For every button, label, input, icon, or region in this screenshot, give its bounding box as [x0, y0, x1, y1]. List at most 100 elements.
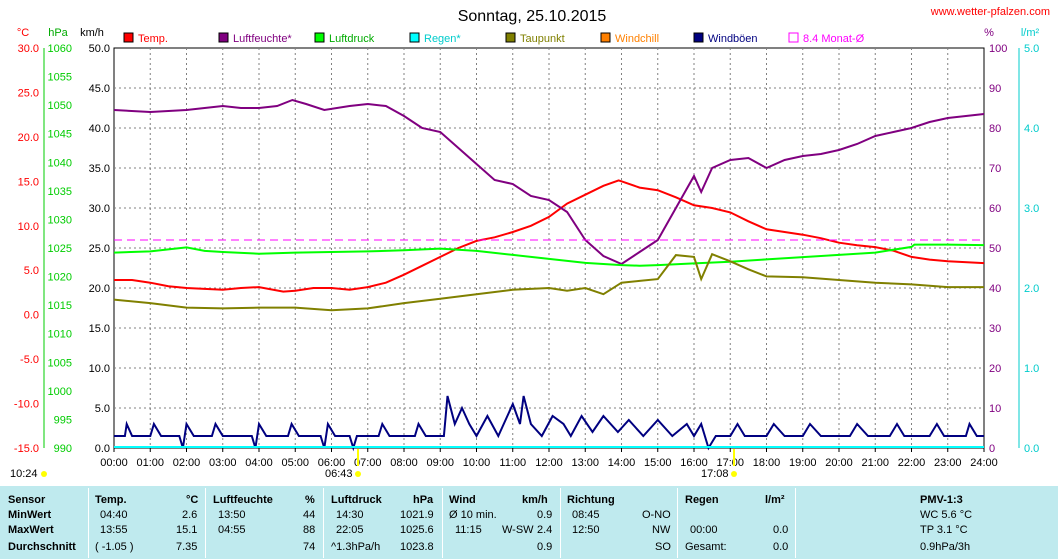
- humidity-tick-label: 60: [989, 203, 1001, 215]
- sunrise-time: 06:43: [325, 468, 353, 480]
- wind-max-time: 11:15: [455, 524, 482, 536]
- x-tick-label: 07:00: [354, 457, 382, 469]
- humidity-tick-label: 0: [989, 443, 995, 455]
- grid-lines: [114, 48, 984, 448]
- temperature-tick-label: -15.0: [14, 443, 39, 455]
- x-tick-label: 13:00: [571, 457, 599, 469]
- humidity-unit-label: %: [984, 27, 994, 39]
- x-tick-label: 04:00: [245, 457, 273, 469]
- row-label-sensor: Sensor: [8, 494, 46, 506]
- wind-tick-label: 25.0: [89, 243, 110, 255]
- tick-labels: 00:00 01:00 02:00 03:00 04:00 05:00 06:00 07:00…: [14, 43, 1039, 469]
- temperature-tick-label: 30.0: [18, 43, 39, 55]
- legend-swatch: [218, 32, 229, 43]
- hum-unit: %: [305, 494, 315, 506]
- temperature-tick-label: 20.0: [18, 132, 39, 144]
- legend-label: Luftdruck: [329, 33, 375, 45]
- legend-swatch: [505, 32, 516, 43]
- legend: Temp. Luftfeuchte* Luftdruck Regen* Taupunkt…: [123, 32, 865, 45]
- humidity-tick-label: 80: [989, 123, 1001, 135]
- x-tick-label: 09:00: [426, 457, 454, 469]
- sunset-time: 17:08: [701, 468, 729, 480]
- wind-tick-label: 10.0: [89, 363, 110, 375]
- humidity-tick-label: 40: [989, 283, 1001, 295]
- dir-min-time: 08:45: [572, 509, 600, 521]
- rain-max-time: 00:00: [690, 524, 718, 536]
- hum-avg-val: 74: [303, 541, 316, 553]
- x-tick-label: 18:00: [753, 457, 781, 469]
- x-tick-label: 05:00: [281, 457, 309, 469]
- wind-tick-label: 20.0: [89, 283, 110, 295]
- pressure-tick-label: 1020: [48, 272, 72, 284]
- series-layer: [113, 98, 985, 452]
- legend-label: Taupunkt: [520, 33, 565, 45]
- temp-unit-label: °C: [17, 27, 29, 39]
- series-line: [113, 252, 984, 312]
- humidity-tick-label: 50: [989, 243, 1001, 255]
- humidity-tick-label: 100: [989, 43, 1007, 55]
- divider: [795, 488, 796, 558]
- pressure-tick-label: 1060: [48, 43, 72, 55]
- wind-tick-label: 30.0: [89, 203, 110, 215]
- rain-tick-label: 5.0: [1024, 43, 1039, 55]
- press-avg-val: 1023.8: [400, 541, 434, 553]
- legend-label: Temp.: [138, 33, 168, 45]
- pressure-tick-label: 995: [54, 414, 72, 426]
- sunset-sun-icon: [731, 471, 737, 477]
- press-min-val: 1021.9: [400, 509, 434, 521]
- series-line: [113, 98, 985, 266]
- x-tick-label: 24:00: [970, 457, 998, 469]
- x-tick-label: 11:00: [499, 457, 526, 469]
- temperature-tick-label: 0.0: [24, 310, 39, 322]
- rain-unit: l/m²: [765, 494, 785, 506]
- hum-head: Luftfeuchte: [213, 494, 273, 506]
- x-tick-label: 01:00: [136, 457, 164, 469]
- x-tick-label: 08:00: [390, 457, 418, 469]
- dir-min-val: O-NO: [642, 509, 671, 521]
- hum-min-val: 44: [303, 509, 316, 521]
- x-tick-label: 10:00: [463, 457, 491, 469]
- x-tick-label: 16:00: [680, 457, 708, 469]
- temperature-tick-label: 5.0: [24, 265, 39, 277]
- humidity-tick-label: 70: [989, 163, 1001, 175]
- pressure-tick-label: 1000: [48, 386, 72, 398]
- temp-min-val: 2.6: [182, 509, 198, 521]
- humidity-tick-label: 20: [989, 363, 1001, 375]
- legend-label: 8.4 Monat-Ø: [803, 33, 865, 45]
- x-tick-label: 06:00: [318, 457, 346, 469]
- wind-min-note: Ø 10 min.: [449, 509, 497, 521]
- rain-avg-note: Gesamt:: [685, 541, 727, 553]
- press-head: Luftdruck: [331, 494, 382, 506]
- wind-unit-label: km/h: [80, 27, 104, 39]
- dir-max-val: NW: [652, 524, 671, 536]
- temp-max-time: 13:55: [100, 524, 128, 536]
- x-tick-label: 22:00: [898, 457, 926, 469]
- pressure-tick-label: 1035: [48, 186, 72, 198]
- divider: [442, 488, 443, 558]
- legend-label: Luftfeuchte*: [233, 33, 292, 45]
- wind-unit: km/h: [522, 494, 548, 506]
- temp-max-val: 15.1: [176, 524, 198, 536]
- dir-head: Richtung: [567, 494, 615, 506]
- temp-avg-note: ( -1.05 ): [95, 541, 134, 553]
- legend-label: Windböen: [708, 33, 758, 45]
- temp-unit: °C: [186, 494, 199, 506]
- website-link[interactable]: www.wetter-pfalzen.com: [930, 6, 1050, 18]
- press-unit: hPa: [413, 494, 434, 506]
- divider: [88, 488, 89, 558]
- row-label-avg: Durchschnitt: [8, 541, 76, 553]
- temp-min-time: 04:40: [100, 509, 128, 521]
- x-tick-label: 12:00: [535, 457, 563, 469]
- temperature-tick-label: -5.0: [20, 354, 39, 366]
- stats-table: Sensor MinWert MaxWert Durchschnitt Temp…: [0, 486, 1058, 559]
- temp-head: Temp.: [95, 494, 127, 506]
- humidity-tick-label: 30: [989, 323, 1001, 335]
- legend-swatch: [788, 32, 799, 43]
- temp-avg-val: 7.35: [176, 541, 198, 553]
- rain-tick-label: 0.0: [1024, 443, 1039, 455]
- pmv-line2: TP 3.1 °C: [920, 524, 968, 536]
- x-tick-label: 14:00: [608, 457, 636, 469]
- x-tick-label: 21:00: [861, 457, 889, 469]
- wind-min-val: 0.9: [537, 509, 553, 521]
- pressure-tick-label: 1030: [48, 214, 72, 226]
